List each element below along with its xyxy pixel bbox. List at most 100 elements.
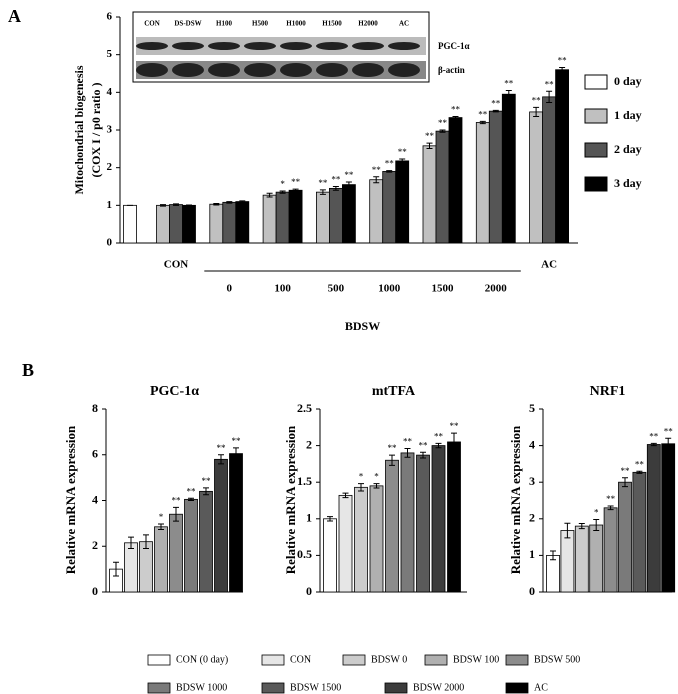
error-bar [622,477,628,488]
error-bar [439,129,446,133]
band-label: PGC-1α [438,41,470,51]
lane-label: H1000 [286,20,306,28]
y-tick-label: 4 [529,437,535,451]
bar [435,130,450,244]
legend-swatch [505,682,529,694]
legend-swatch [584,176,608,192]
lane-label: H1500 [322,20,342,28]
bar [169,513,183,593]
blot-band [352,63,384,77]
y-tick-label: 1 [306,511,312,525]
error-bar [578,523,585,530]
significance-mark: ** [451,105,461,115]
bar [546,555,560,593]
error-bar [426,142,433,149]
legend-label: 2 day [614,142,642,156]
blot-band [316,63,348,77]
group-label: BDSW [345,319,380,333]
bar [184,498,198,593]
blot-band [244,63,276,77]
significance-mark: ** [202,476,212,486]
lane-label: AC [399,20,409,28]
legend-swatch [261,682,285,694]
x-tick-label: 1000 [378,283,401,295]
chart-title: PGC-1α [150,384,199,399]
error-bar [128,536,134,550]
bar [199,490,213,593]
y-tick-label: 1 [107,199,113,211]
bar [222,201,237,244]
x-tick-label: 500 [328,283,345,295]
y-tick-label: 1 [529,547,535,561]
bar [288,189,303,244]
error-bar [479,120,486,125]
bar [123,204,137,244]
legend-label: 3 day [614,176,642,190]
error-bar [266,192,273,198]
y-tick-label: 6 [107,11,113,23]
significance-mark: ** [606,494,616,504]
bar [661,443,676,593]
bar [589,524,604,593]
significance-mark: * [374,472,379,482]
legend-swatch [424,654,448,666]
significance-mark: ** [545,79,555,89]
bar [447,441,461,593]
panel-label: A [8,6,21,26]
bar [235,201,250,244]
significance-mark: ** [291,177,301,187]
error-bar [213,202,220,206]
y-tick-label: 2.5 [297,401,312,415]
bar [156,204,170,244]
chart-title: mtTFA [372,384,416,399]
error-bar [386,170,393,173]
y-tick-label: 4 [107,86,113,98]
legend-swatch [584,74,608,90]
y-tick-label: 0 [92,584,98,598]
error-bar [113,561,119,577]
error-bar [650,442,657,447]
legend-label: AC [534,682,548,693]
error-bar [399,158,406,164]
error-bar [279,190,286,194]
legend-label: BDSW 100 [453,654,499,665]
bar [646,444,661,593]
error-bar [564,522,571,539]
significance-mark: ** [478,109,488,119]
bar [416,454,430,593]
error-bar [319,189,326,195]
x-tick-label: CON [164,259,189,271]
blot-band [388,63,420,77]
legend-label: BDSW 0 [371,654,407,665]
lane-label: H100 [216,20,232,28]
x-tick-label: 2000 [485,283,508,295]
bar [169,204,183,244]
significance-mark: * [280,179,285,189]
significance-mark: ** [344,170,354,180]
significance-mark: ** [172,495,182,505]
error-bar [218,454,224,465]
legend-label: 0 day [614,74,642,88]
lane-label: H500 [252,20,268,28]
significance-mark: ** [232,436,242,446]
lane-label: H2000 [358,20,378,28]
legend-swatch [342,654,366,666]
y-tick-label: 4 [92,492,98,506]
significance-mark: ** [434,431,444,441]
legend-swatch [147,654,171,666]
significance-mark: ** [504,79,514,89]
significance-mark: ** [398,147,408,157]
blot-band [208,63,240,77]
bar [574,525,589,593]
bar [501,93,516,244]
bar [341,184,356,244]
blot-band [136,42,168,50]
bar [315,191,330,244]
bar [139,541,153,593]
y-tick-label: 8 [92,401,98,415]
significance-mark: ** [649,431,659,441]
error-bar [452,115,459,120]
error-bar [665,437,672,450]
bar [275,191,290,244]
